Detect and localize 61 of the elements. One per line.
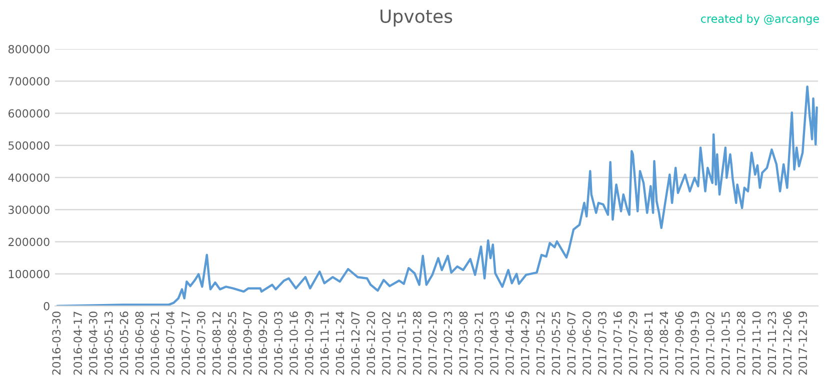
x-tick-label: 2016-12-07 bbox=[351, 312, 360, 375]
x-tick-label: 2017-11-10 bbox=[752, 312, 761, 375]
x-tick-label: 2017-07-16 bbox=[613, 312, 622, 375]
x-tick-label: 2016-09-07 bbox=[243, 312, 252, 375]
x-tick-label: 2017-05-12 bbox=[536, 312, 545, 375]
x-tick-label: 2016-08-25 bbox=[228, 312, 236, 375]
x-tick-label: 2017-04-29 bbox=[520, 312, 530, 375]
x-tick-label: 2016-12-20 bbox=[366, 312, 376, 375]
x-tick-label: 2017-11-23 bbox=[768, 312, 776, 375]
y-tick-label: 200000 bbox=[8, 238, 50, 246]
x-tick-label: 2017-06-07 bbox=[567, 312, 576, 375]
x-tick-label: 2017-08-11 bbox=[644, 312, 653, 375]
x-tick-label: 2017-05-25 bbox=[552, 312, 560, 375]
x-tick-label: 2017-07-29 bbox=[628, 312, 638, 375]
line-series bbox=[56, 85, 818, 306]
x-tick-label: 2017-12-06 bbox=[783, 312, 792, 375]
x-tick-label: 2017-04-16 bbox=[505, 312, 514, 375]
x-tick-label: 2017-03-21 bbox=[474, 312, 484, 375]
x-tick-label: 2016-07-17 bbox=[182, 312, 190, 375]
x-tick-label: 2016-08-12 bbox=[212, 312, 221, 375]
y-tick-label: 300000 bbox=[8, 206, 50, 214]
y-tick-label: 400000 bbox=[8, 173, 50, 182]
y-tick-label: 100000 bbox=[8, 270, 50, 278]
x-tick-label: 2016-10-03 bbox=[274, 312, 282, 375]
x-tick-label: 2017-07-03 bbox=[598, 312, 606, 375]
x-tick-label: 2017-08-24 bbox=[660, 311, 668, 375]
x-tick-label: 2016-06-08 bbox=[135, 312, 144, 375]
x-tick-label: 2016-10-16 bbox=[290, 312, 298, 375]
y-tick-label: 700000 bbox=[8, 77, 50, 86]
x-tick-label: 2017-01-02 bbox=[382, 312, 390, 375]
x-tick-label: 2016-03-30 bbox=[52, 312, 61, 375]
x-tick-label: 2016-04-17 bbox=[74, 312, 82, 375]
x-tick-label: 2017-03-08 bbox=[459, 312, 468, 375]
x-tick-label: 2017-09-06 bbox=[675, 312, 684, 375]
x-tick-label: 2017-12-19 bbox=[798, 312, 807, 375]
x-tick-label: 2017-02-10 bbox=[428, 312, 437, 375]
x-tick-label: 2017-10-15 bbox=[721, 312, 730, 375]
x-tick-label: 2016-09-20 bbox=[258, 312, 268, 375]
x-tick-label: 2017-10-02 bbox=[706, 312, 714, 375]
x-tick-label: 2017-10-28 bbox=[736, 312, 746, 375]
text: created by @arcange bbox=[701, 14, 819, 26]
x-tick-label: 2017-09-19 bbox=[690, 312, 699, 375]
x-tick-label: 2016-06-21 bbox=[150, 312, 160, 375]
y-tick-label: 0 bbox=[44, 302, 50, 310]
y-tick-label: 500000 bbox=[8, 141, 50, 150]
x-tick-label: 2017-06-20 bbox=[582, 312, 592, 375]
y-tick-label: 800000 bbox=[8, 44, 50, 54]
x-tick-label: 2016-07-04 bbox=[166, 311, 175, 375]
x-tick-label: 2017-01-15 bbox=[398, 312, 406, 375]
x-tick-label: 2016-10-29 bbox=[304, 312, 314, 375]
x-tick-label: 2016-11-24 bbox=[336, 311, 344, 375]
chart-title: Upvotes bbox=[380, 10, 452, 26]
x-tick-label: 2017-01-28 bbox=[412, 312, 422, 375]
x-tick-label: 2017-02-23 bbox=[444, 312, 452, 375]
x-tick-label: 2016-05-13 bbox=[104, 312, 113, 375]
x-tick-label: 2017-04-03 bbox=[490, 312, 498, 375]
x-tick-label: 2016-05-26 bbox=[120, 312, 128, 375]
x-tick-label: 2016-04-30 bbox=[88, 312, 98, 375]
x-tick-label: 2016-07-30 bbox=[196, 312, 206, 375]
x-tick-label: 2016-11-11 bbox=[320, 312, 329, 375]
y-tick-label: 600000 bbox=[8, 109, 50, 118]
